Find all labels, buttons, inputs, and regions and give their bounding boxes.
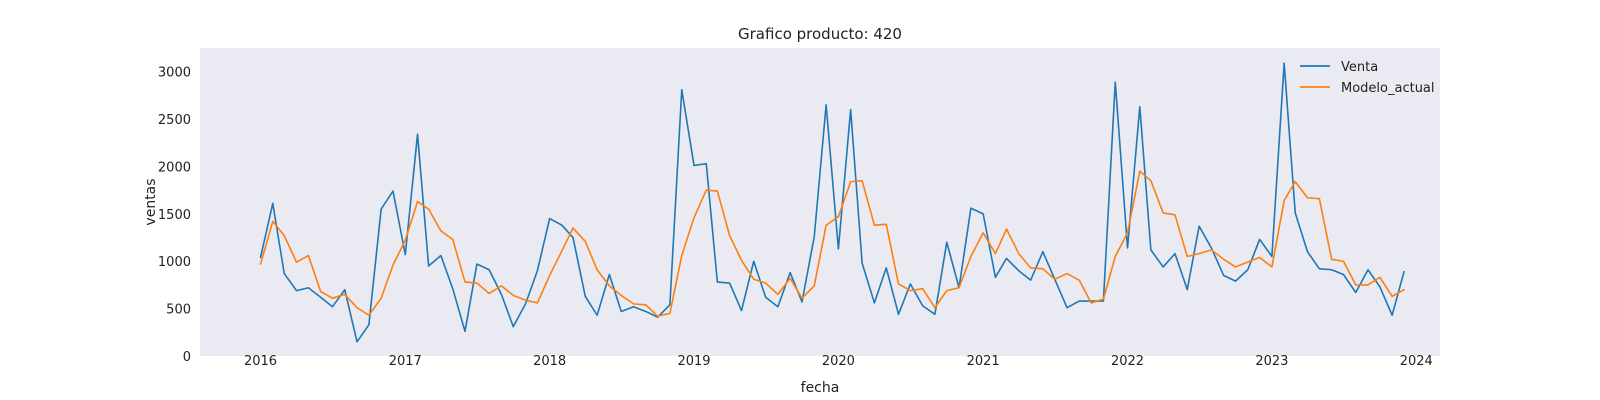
x-tick-label: 2022 [1111, 354, 1144, 369]
y-tick-label: 2500 [158, 113, 191, 128]
y-tick-label: 3000 [158, 66, 191, 81]
y-tick-label: 500 [166, 303, 191, 318]
legend-label: Modelo_actual [1341, 81, 1435, 96]
x-tick-label: 2023 [1255, 354, 1288, 369]
series-line-venta [259, 62, 1405, 343]
x-tick-label: 2021 [967, 354, 1000, 369]
plot-area [200, 48, 1440, 356]
y-tick-label: 0 [183, 350, 191, 365]
x-axis-label: fecha [801, 380, 840, 396]
y-axis: 0 500 1000 1500 2000 2500 3000 [158, 66, 191, 365]
y-tick-label: 2000 [158, 160, 191, 175]
y-tick-label: 1000 [158, 255, 191, 270]
legend-label: Venta [1341, 60, 1378, 75]
x-tick-label: 2017 [389, 354, 422, 369]
x-tick-label: 2020 [822, 354, 855, 369]
series-lines [259, 62, 1405, 343]
y-axis-label: ventas [143, 178, 159, 225]
series-line-modelo-actual [259, 170, 1405, 318]
x-tick-label: 2018 [533, 354, 566, 369]
legend: Venta Modelo_actual [1300, 60, 1435, 96]
x-axis: 2016 2017 2018 2019 2020 2021 2022 2023 2024 [244, 354, 1433, 369]
chart-title: Grafico producto: 420 [738, 25, 902, 43]
x-tick-label: 2016 [244, 354, 277, 369]
x-tick-label: 2019 [677, 354, 710, 369]
y-tick-label: 1500 [158, 208, 191, 223]
x-tick-label: 2024 [1400, 354, 1433, 369]
